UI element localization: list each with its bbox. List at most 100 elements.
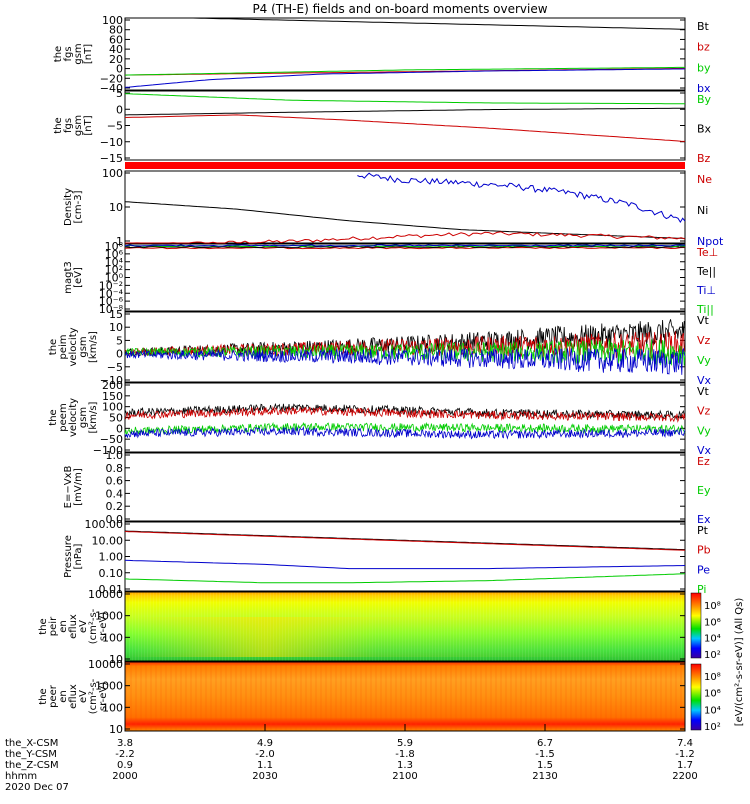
panel-7: 1.00.80.60.40.20.0 E=−VxB [mV/m] Ez Ey Ex	[63, 449, 711, 526]
ylabel-line: the	[53, 117, 64, 133]
flag-bar	[125, 162, 685, 169]
temp-trace	[124, 244, 686, 247]
legend-entry: Vx	[697, 374, 712, 387]
ylabel-line: the	[48, 339, 59, 355]
ylabel-line: eflux	[68, 614, 79, 639]
ytick-label: 10000	[88, 658, 123, 671]
time-row-value: 5.9	[397, 738, 413, 749]
ytick-label: 10⁻⁶	[99, 295, 124, 308]
ytick-label: 100	[102, 631, 123, 644]
ylabel-line: [km/s]	[88, 331, 99, 363]
time-row-value: -1.5	[535, 749, 555, 760]
ylabel-line: peim	[58, 334, 69, 359]
ytick-label: 0	[116, 422, 123, 435]
series-vx	[124, 425, 686, 440]
ylabel-line: (cm²-s-	[88, 608, 99, 644]
ytick-label: 10⁸	[105, 240, 124, 253]
series-ne	[125, 231, 686, 244]
legend-entry: Vz	[697, 334, 711, 347]
ytick-label: −15	[100, 152, 123, 165]
ytick-label: 10	[109, 201, 123, 214]
ytick-label: 100	[102, 167, 123, 180]
temp-trace	[124, 246, 686, 250]
ylabel-line: [cm-3]	[73, 190, 84, 223]
ytick-label: 10.00	[92, 534, 124, 547]
chart-title: P4 (TH-E) fields and on-board moments ov…	[252, 2, 547, 16]
series-vz	[124, 405, 686, 423]
legend-entry: Vy	[697, 354, 711, 367]
ylabel-line: velocity	[68, 398, 79, 437]
legend-entry: Ex	[697, 513, 711, 526]
ytick-label: 0.0	[106, 513, 124, 526]
ylabel-line: en	[58, 690, 69, 703]
ylabel-line: eV	[78, 690, 89, 703]
ytick-label: 0.8	[106, 462, 124, 475]
ylabel-line: Pressure	[63, 535, 74, 578]
ytick-label: 0.2	[106, 500, 124, 513]
legend-entry: Bt	[697, 20, 710, 33]
panel-frame	[124, 382, 686, 453]
colorbar-tick: 10²	[704, 650, 721, 661]
ylabel-line: peir	[48, 616, 59, 636]
electron-spectrogram-texture	[125, 662, 685, 731]
time-axis: the_X-CSM 3.8 4.9 5.9 6.7 7.4 the_Y-CSM -2.2 -2.…	[5, 724, 698, 793]
ytick-label: 0	[116, 103, 123, 116]
time-row-value: 3.8	[117, 738, 133, 749]
series-vt	[124, 402, 686, 421]
ylabel-line: Density	[63, 188, 74, 226]
ylabel-line: the	[48, 409, 59, 425]
colorbar-tick: 10⁸	[704, 672, 721, 683]
ytick-label: −40	[100, 82, 123, 95]
ylabel-line: [km/s]	[88, 401, 99, 433]
ytick-label: 10²	[105, 264, 123, 277]
legend-entry: Vy	[697, 424, 711, 437]
ytick-label: 0.01	[99, 583, 124, 596]
ytick-label: 0.6	[106, 475, 124, 488]
ytick-label: 1.0	[106, 449, 124, 462]
ylabel-line: fgs	[63, 118, 74, 133]
ytick-label: 0.10	[99, 567, 124, 580]
ylabel-line: eflux	[68, 684, 79, 709]
time-row-value: 1.7	[677, 760, 693, 771]
legend-entry: Ne	[697, 173, 712, 186]
panel-frame	[124, 17, 686, 91]
ytick-label: 10000	[88, 588, 123, 601]
ytick-label: 10	[109, 723, 123, 736]
ylabel-line: [nPa]	[73, 543, 84, 569]
series-pe	[124, 559, 686, 570]
colorbar-2: 10⁸ 10⁶ 10⁴ 10²	[690, 663, 721, 733]
time-row-label: the_X-CSM	[5, 738, 58, 749]
ytick-label: −10	[100, 136, 123, 149]
ylabel-line: peem	[58, 403, 69, 431]
ion-spectrogram-texture	[125, 592, 685, 661]
ylabel-line: (cm²-s-	[88, 678, 99, 714]
panel-frame	[124, 452, 686, 522]
time-row-label: the_Z-CSM	[5, 760, 59, 771]
ytick-label: 10⁻⁸	[99, 303, 124, 316]
ylabel-line: gsm	[73, 115, 84, 136]
ytick-label: 20	[109, 53, 123, 66]
ytick-label: 100	[102, 401, 123, 414]
legend-entry: Bx	[697, 123, 712, 136]
series-vy	[124, 339, 686, 366]
colorbar-scale	[690, 663, 702, 731]
series-npot	[357, 172, 686, 224]
ylabel-line: magt3	[63, 261, 74, 294]
ylabel-line: sr-eV)	[98, 682, 109, 711]
ytick-label: 5	[116, 87, 123, 100]
series-by	[124, 93, 685, 105]
ylabel-line: en	[58, 620, 69, 633]
series-bt	[125, 17, 686, 30]
ylabel-line: E=−VxB	[63, 466, 74, 509]
legend-entry: Pe	[697, 563, 710, 576]
ylabel-line: gsm	[73, 43, 84, 64]
colorbar-1: 10⁸ 10⁶ 10⁴ 10²	[690, 592, 721, 661]
series-bx	[124, 68, 686, 88]
ytick-label: 1.00	[99, 551, 124, 564]
time-row-value: 7.4	[677, 738, 693, 749]
